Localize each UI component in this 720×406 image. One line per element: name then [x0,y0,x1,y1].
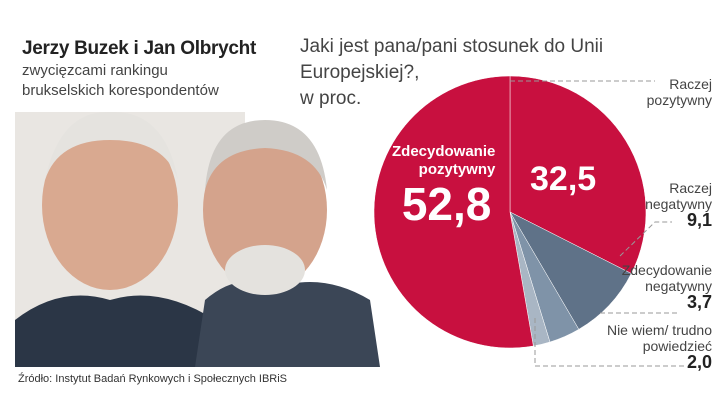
leader-lines [510,80,685,367]
headline: Jerzy Buzek i Jan Olbrycht [22,38,257,59]
label-line: Zdecydowanie [392,143,496,160]
label-raczej-negatywny: Raczej negatywny 9,1 [645,180,712,230]
value-raczej-negatywny: 9,1 [686,210,712,230]
label-line: pozytywny [646,92,712,108]
chart-title: Jaki jest pana/pani stosunek do Unii Eur… [300,34,720,112]
label-line: pozytywny [418,161,496,178]
pie-slice [373,75,534,349]
photo-jan-olbrycht [195,120,380,367]
label-raczej-pozytywny: Raczej pozytywny [647,76,712,108]
label-line: Raczej [669,76,712,92]
slice-label-zdecydowanie-pozytywny: Zdecydowanie pozytywny 52,8 [392,143,495,229]
chart-title-line: Jaki jest pana/pani stosunek do Unii Eur… [300,36,604,83]
label-nie-wiem: Nie wiem/ trudno powiedzieć 2,0 [606,322,712,372]
value-zdecydowanie-negatywny: 3,7 [686,292,712,312]
label-line: negatywny [645,196,712,212]
pie-chart [373,75,647,349]
label-line: powiedzieć [642,338,712,354]
label-line: negatywny [645,278,712,294]
value-raczej-pozytywny: 32,5 [530,160,597,198]
label-line: Zdecydowanie [621,262,712,278]
subheadline-line: zwycięzcami rankingu [22,62,168,79]
chart-title-line: w proc. [300,88,362,109]
subheadline: zwycięzcami rankingu brukselskich koresp… [22,61,219,101]
subheadline-line: brukselskich korespondentów [22,82,219,99]
label-line: Raczej [669,180,712,196]
label-line: Nie wiem/ trudno [606,322,712,338]
label-zdecydowanie-negatywny: Zdecydowanie negatywny 3,7 [621,262,712,312]
pie-slice [509,75,647,274]
value-zdecydowanie-pozytywny: 52,8 [401,178,492,230]
source-note: Źródło: Instytut Badań Rynkowych i Społe… [18,373,288,385]
value-nie-wiem: 2,0 [686,352,712,372]
